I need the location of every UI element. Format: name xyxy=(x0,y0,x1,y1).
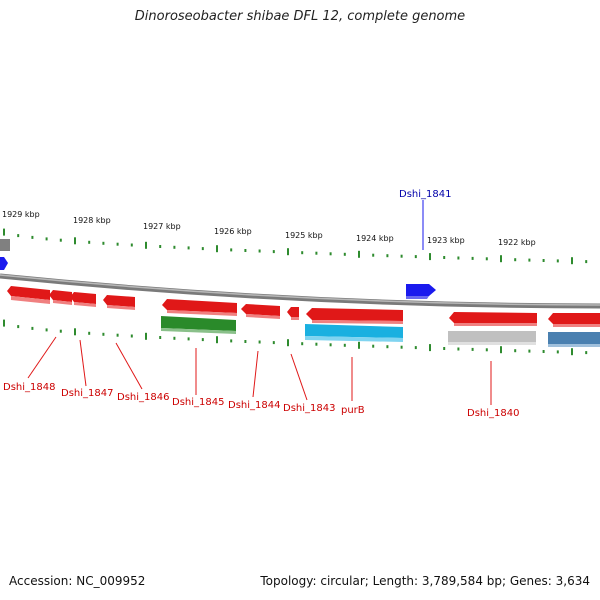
scale-label: 1922 kbp xyxy=(498,238,536,247)
callout-Dshi_1846 xyxy=(115,342,143,390)
gene-label-Dshi_1843[interactable]: Dshi_1843 xyxy=(283,403,335,414)
scale-label: 1928 kbp xyxy=(73,216,111,225)
accession-text: Accession: NC_009952 xyxy=(9,574,146,588)
gene-Dshi_1845[interactable] xyxy=(162,299,237,316)
gene-Dshi_1843[interactable] xyxy=(287,307,299,320)
feature-cyan[interactable] xyxy=(305,324,403,342)
scale-label: 1926 kbp xyxy=(214,227,252,236)
gene-label-purB[interactable]: purB xyxy=(341,405,365,416)
scale-label: 1924 kbp xyxy=(356,234,394,243)
gene-label-Dshi_1845[interactable]: Dshi_1845 xyxy=(172,397,224,408)
gene-label-Dshi_1841[interactable]: Dshi_1841 xyxy=(399,189,451,200)
gene-Dshi_1847[interactable] xyxy=(49,290,96,307)
callout-Dshi_1848 xyxy=(27,336,57,379)
feature-steel[interactable] xyxy=(548,332,600,347)
scale-label: 1929 kbp xyxy=(2,210,40,219)
upper-tick-track xyxy=(3,228,588,265)
feature-green[interactable] xyxy=(161,316,236,334)
lower-tick-track xyxy=(3,319,588,356)
callout-Dshi_1843 xyxy=(290,353,308,401)
genome-summary-text: Topology: circular; Length: 3,789,584 bp… xyxy=(260,574,590,588)
map-title: Dinoroseobacter shibae DFL 12, complete … xyxy=(134,9,466,24)
gene-label-Dshi_1847[interactable]: Dshi_1847 xyxy=(61,388,113,399)
gene-purB[interactable] xyxy=(306,308,403,324)
gene-label-Dshi_1840[interactable]: Dshi_1840 xyxy=(467,408,519,419)
gene-partial-grey[interactable] xyxy=(0,239,10,251)
gene-Dshi_1840[interactable] xyxy=(449,312,537,326)
gene-label-Dshi_1848[interactable]: Dshi_1848 xyxy=(3,382,55,393)
gene-Dshi_1841[interactable] xyxy=(406,284,436,296)
scale-label: 1923 kbp xyxy=(427,236,465,245)
gene-label-Dshi_1844[interactable]: Dshi_1844 xyxy=(228,400,280,411)
gene-partial-red-right[interactable] xyxy=(548,313,600,327)
gene-Dshi_1848[interactable] xyxy=(7,286,50,304)
gene-Dshi_1846[interactable] xyxy=(103,295,135,310)
scale-label: 1925 kbp xyxy=(285,231,323,240)
scale-label: 1927 kbp xyxy=(143,222,181,231)
callout-Dshi_1847 xyxy=(79,339,87,387)
gene-Dshi_1844[interactable] xyxy=(241,304,280,319)
gene-partial-blue[interactable] xyxy=(0,257,8,270)
genome-backbone xyxy=(0,273,600,309)
feature-grey[interactable] xyxy=(448,331,536,345)
gene-label-Dshi_1846[interactable]: Dshi_1846 xyxy=(117,392,169,403)
callout-Dshi_1844 xyxy=(252,350,259,398)
